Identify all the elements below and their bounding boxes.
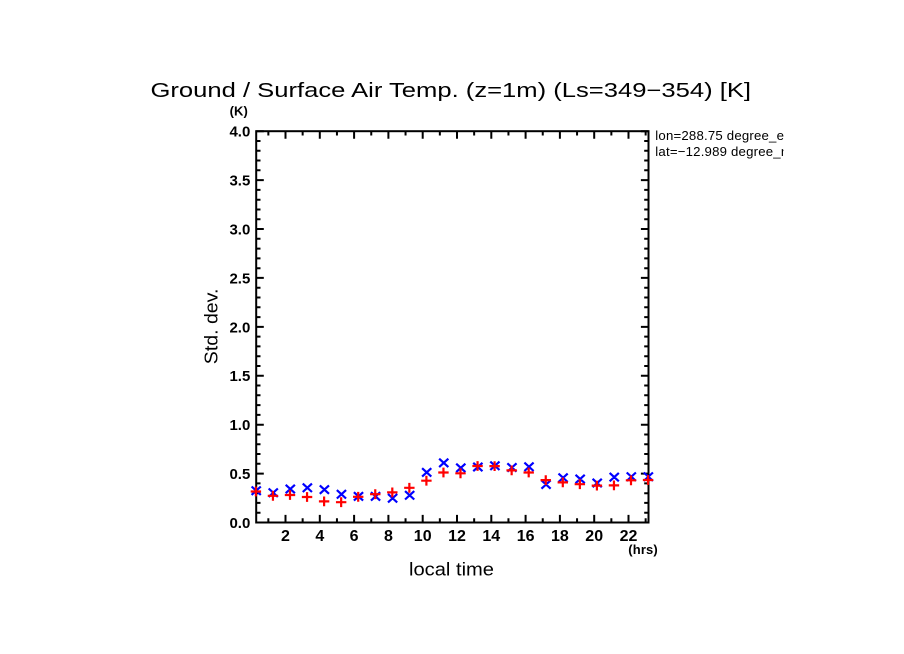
svg-text:20: 20 xyxy=(585,528,603,545)
svg-text:14: 14 xyxy=(482,528,500,545)
svg-text:8: 8 xyxy=(384,528,393,545)
svg-text:2: 2 xyxy=(281,528,290,545)
svg-text:1.0: 1.0 xyxy=(229,417,250,434)
svg-text:2.0: 2.0 xyxy=(229,319,250,336)
svg-text:(K): (K) xyxy=(230,103,248,118)
svg-text:lon=288.75 degree_east: lon=288.75 degree_east xyxy=(655,128,802,143)
svg-text:local time: local time xyxy=(409,560,494,580)
svg-text:6: 6 xyxy=(350,528,359,545)
svg-text:10: 10 xyxy=(414,528,432,545)
svg-text:22: 22 xyxy=(620,528,638,545)
svg-text:(hrs): (hrs) xyxy=(628,542,657,557)
svg-text:12: 12 xyxy=(448,528,466,545)
svg-text:18: 18 xyxy=(551,528,569,545)
svg-text:16: 16 xyxy=(517,528,535,545)
svg-text:3.5: 3.5 xyxy=(229,173,250,190)
svg-text:1.5: 1.5 xyxy=(229,368,250,385)
svg-text:4: 4 xyxy=(315,528,324,545)
svg-text:3.0: 3.0 xyxy=(229,222,250,239)
svg-text:Std. dev.: Std. dev. xyxy=(202,289,222,365)
svg-text:4.0: 4.0 xyxy=(229,124,250,141)
svg-text:2.5: 2.5 xyxy=(229,270,250,287)
svg-text:0.5: 0.5 xyxy=(229,466,250,483)
svg-text:lat=−12.989 degree_north: lat=−12.989 degree_north xyxy=(655,144,812,159)
svg-text:0.0: 0.0 xyxy=(229,515,250,532)
svg-text:Ground / Surface Air Temp. (z=: Ground / Surface Air Temp. (z=1m) (Ls=34… xyxy=(151,80,752,102)
